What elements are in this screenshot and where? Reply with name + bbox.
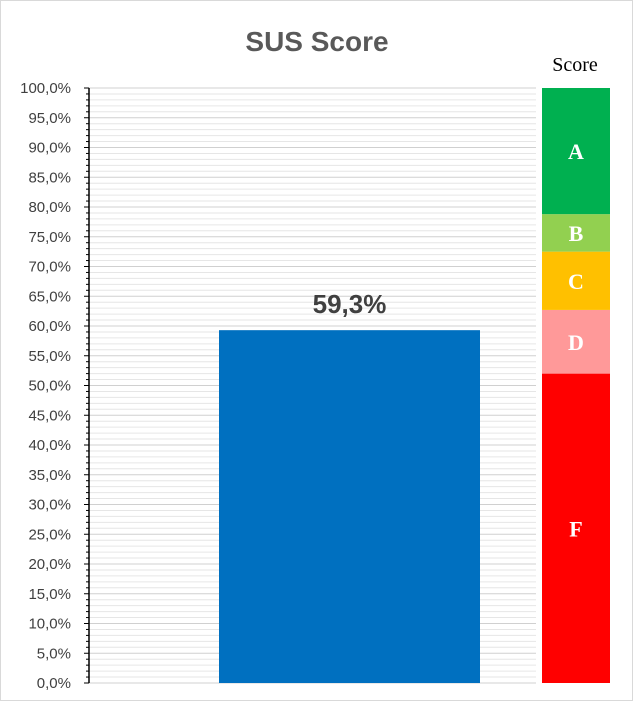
y-tick-label: 30,0%	[28, 497, 71, 514]
grade-band-d	[542, 309, 610, 374]
y-tick-label: 20,0%	[28, 556, 71, 573]
grade-scale-header: Score	[552, 54, 598, 76]
grade-label-f: F	[569, 516, 582, 541]
grade-band-a	[542, 88, 610, 215]
y-tick-label: 35,0%	[28, 467, 71, 484]
chart-title: SUS Score	[245, 26, 388, 57]
y-tick-label: 10,0%	[28, 616, 71, 633]
grade-label-b: B	[569, 221, 584, 246]
y-tick-label: 55,0%	[28, 348, 71, 365]
bars: 59,3%	[219, 289, 480, 683]
grade-band-f	[542, 373, 610, 683]
grade-scale: Score F D CB A	[542, 54, 610, 683]
y-tick-label: 90,0%	[28, 140, 71, 157]
y-tick-label: 80,0%	[28, 199, 71, 216]
y-axis: 0,0% 5,0% 10,0% 15,0% 20,0% 25,0% 30,0% 35,0% 40…	[20, 80, 90, 692]
y-tick-label: 85,0%	[28, 169, 71, 186]
grade-band-c	[542, 251, 610, 310]
grade-label-c: C	[568, 269, 584, 294]
y-tick-label: 70,0%	[28, 259, 71, 276]
y-tick-label: 45,0%	[28, 407, 71, 424]
y-tick-label: 40,0%	[28, 437, 71, 454]
y-tick-label: 50,0%	[28, 378, 71, 395]
y-tick-label: 60,0%	[28, 318, 71, 335]
y-tick-label: 0,0%	[37, 675, 71, 692]
y-tick-label: 25,0%	[28, 526, 71, 543]
bar-sus-score	[219, 330, 480, 683]
y-tick-label: 95,0%	[28, 110, 71, 127]
y-tick-label: 75,0%	[28, 229, 71, 246]
y-tick-label: 15,0%	[28, 586, 71, 603]
bar-data-label: 59,3%	[313, 289, 387, 319]
y-tick-label: 100,0%	[20, 80, 71, 97]
grade-label-d: D	[568, 330, 584, 355]
y-tick-label: 65,0%	[28, 288, 71, 305]
y-tick-label: 5,0%	[37, 645, 71, 662]
grade-band-b	[542, 214, 610, 252]
grade-label-a: A	[568, 139, 584, 164]
